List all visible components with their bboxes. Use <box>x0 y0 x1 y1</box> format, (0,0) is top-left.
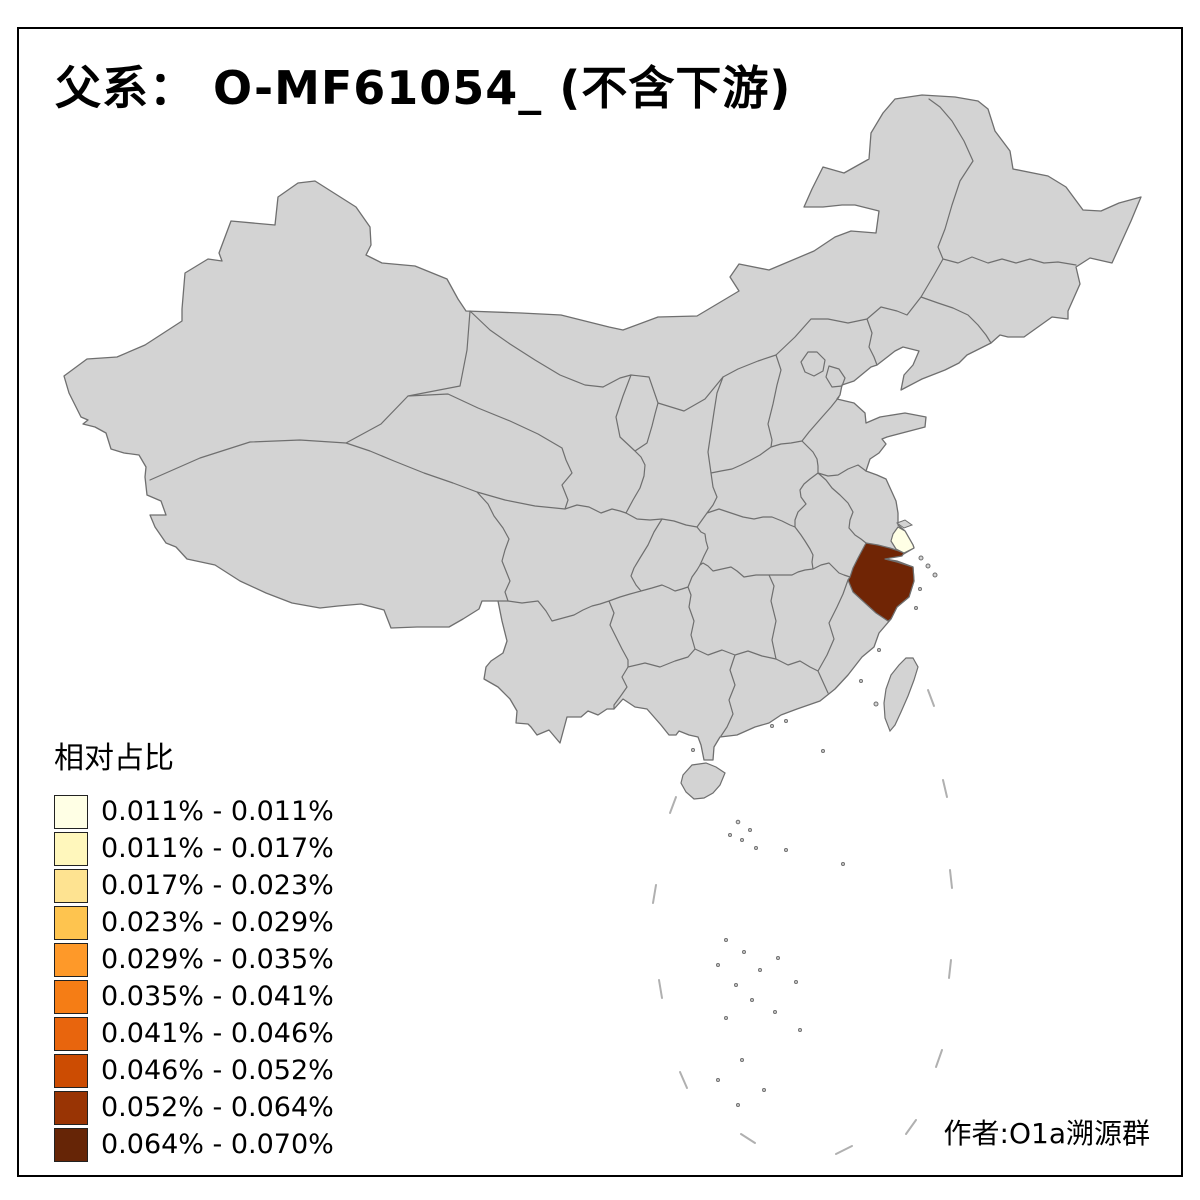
coastal-islets <box>691 555 938 753</box>
china-map <box>63 94 1142 1155</box>
island-hainan <box>680 762 726 800</box>
legend-swatch <box>54 1127 88 1162</box>
region-shanghai <box>890 526 915 554</box>
province-borders-south <box>507 518 849 737</box>
legend-swatch <box>54 1016 88 1051</box>
legend-item: 0.023% - 0.029% <box>54 904 334 941</box>
legend-swatch <box>54 1090 88 1125</box>
legend: 相对占比 0.011% - 0.011% 0.011% - 0.017% 0.0… <box>54 733 334 1163</box>
province-borders-north <box>602 98 1077 412</box>
legend-swatch <box>54 794 88 829</box>
legend-swatch <box>54 942 88 977</box>
province-borders-west <box>149 310 659 602</box>
south-china-sea-islands <box>716 819 845 1107</box>
plot-title: 父系： O-MF61054_ (不含下游) <box>55 61 792 115</box>
legend-label: 0.046% - 0.052% <box>101 1055 334 1086</box>
island-taiwan <box>883 657 919 733</box>
legend-swatch <box>54 831 88 866</box>
author-credit: 作者:O1a溯源群 <box>943 1117 1150 1150</box>
legend-label: 0.064% - 0.070% <box>101 1129 334 1160</box>
province-borders-central <box>625 354 867 660</box>
legend-item: 0.046% - 0.052% <box>54 1052 334 1089</box>
nine-dash-line <box>652 689 953 1155</box>
legend-label: 0.011% - 0.017% <box>101 833 334 864</box>
legend-item: 0.029% - 0.035% <box>54 941 334 978</box>
legend-item: 0.052% - 0.064% <box>54 1089 334 1126</box>
legend-swatch <box>54 905 88 940</box>
legend-item: 0.035% - 0.041% <box>54 978 334 1015</box>
plot-border <box>17 27 1183 1177</box>
legend-label: 0.029% - 0.035% <box>101 944 334 975</box>
legend-swatch <box>54 1053 88 1088</box>
legend-label: 0.023% - 0.029% <box>101 907 334 938</box>
legend-item: 0.041% - 0.046% <box>54 1015 334 1052</box>
legend-label: 0.041% - 0.046% <box>101 1018 334 1049</box>
legend-item: 0.011% - 0.017% <box>54 830 334 867</box>
legend-item: 0.011% - 0.011% <box>54 793 334 830</box>
legend-swatch <box>54 868 88 903</box>
legend-item: 0.017% - 0.023% <box>54 867 334 904</box>
legend-label: 0.052% - 0.064% <box>101 1092 334 1123</box>
legend-label: 0.035% - 0.041% <box>101 981 334 1012</box>
legend-swatch <box>54 979 88 1014</box>
legend-title: 相对占比 <box>54 741 174 776</box>
legend-label: 0.011% - 0.011% <box>101 796 334 827</box>
legend-item: 0.064% - 0.070% <box>54 1126 334 1163</box>
china-mainland <box>63 94 1142 761</box>
legend-label: 0.017% - 0.023% <box>101 870 334 901</box>
island-chongming <box>895 519 914 529</box>
province-borders <box>149 98 1077 737</box>
